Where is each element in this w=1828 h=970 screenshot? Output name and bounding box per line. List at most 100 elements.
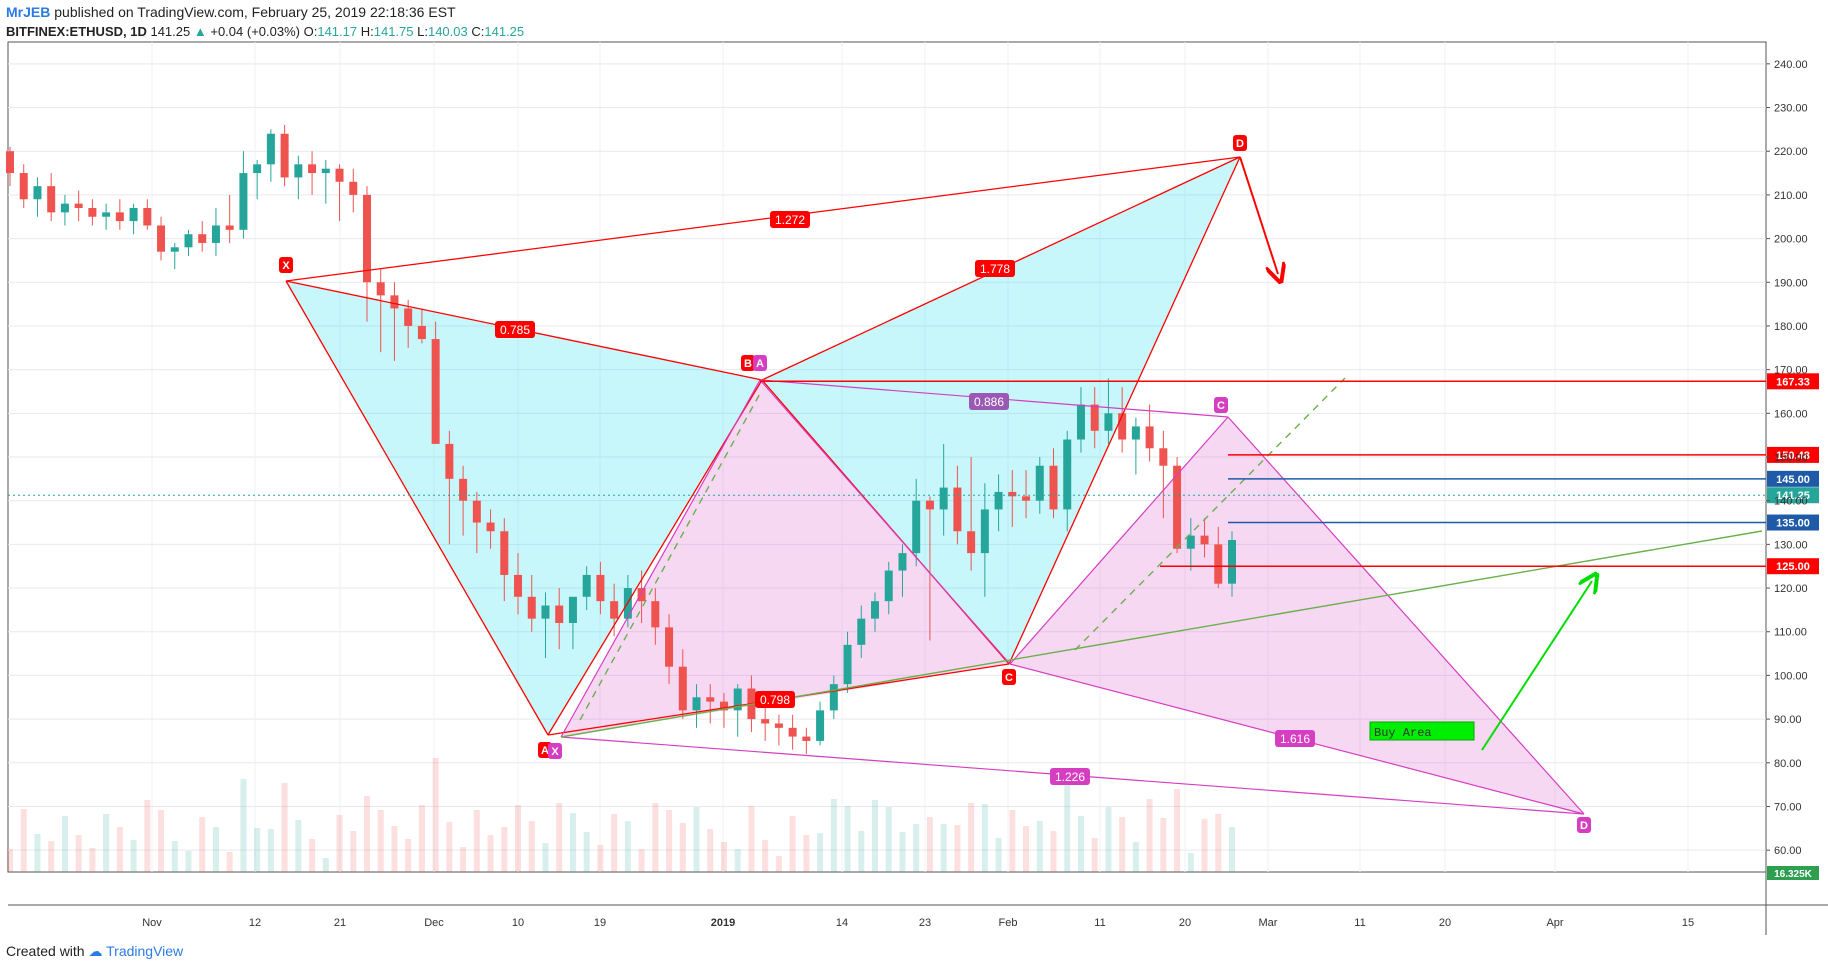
candle-body	[74, 203, 83, 208]
last-price: 141.25	[150, 24, 191, 39]
candle-body	[143, 208, 152, 226]
close-label: C:	[471, 24, 485, 39]
volume-bar	[556, 803, 563, 872]
point-label: D	[1236, 138, 1244, 150]
volume-bar	[240, 779, 247, 872]
volume-bar	[913, 824, 920, 872]
x-tick-label: 19	[594, 917, 606, 929]
candle-body	[980, 509, 989, 554]
volume-bar	[350, 831, 357, 872]
bull-pattern-leg	[1227, 416, 1585, 815]
candle-body	[1008, 491, 1017, 497]
author-name[interactable]: MrJEB	[6, 4, 51, 20]
volume-bar	[267, 829, 274, 872]
y-tick-label: 120.00	[1774, 583, 1808, 595]
y-tick-label: 240.00	[1774, 59, 1808, 71]
volume-bar	[940, 824, 947, 872]
candle-body	[733, 688, 742, 711]
price-change: +0.04 (+0.03%)	[210, 24, 300, 39]
candle-body	[1228, 540, 1236, 584]
volume-label: 16.325K	[1774, 869, 1813, 880]
volume-bar	[34, 834, 41, 872]
x-tick-label: 10	[512, 917, 524, 929]
volume-bar	[995, 838, 1002, 872]
candle-body	[184, 234, 193, 248]
volume-bar	[1187, 853, 1194, 872]
point-badge	[1002, 669, 1016, 685]
volume-bar	[322, 858, 329, 872]
volume-bar	[48, 841, 55, 872]
volume-bar	[171, 841, 178, 872]
volume-bar	[803, 835, 810, 872]
candle-body	[19, 173, 28, 200]
buy-area-label: Buy Area	[1374, 726, 1432, 740]
volume-bar	[418, 805, 425, 872]
candle-body	[102, 212, 111, 217]
ratio-badge	[495, 321, 535, 338]
y-tick-label: 60.00	[1774, 845, 1802, 857]
volume-bar	[377, 810, 384, 872]
volume-bar	[830, 799, 837, 872]
price-level-tag	[1767, 470, 1819, 487]
y-tick-label: 170.00	[1774, 365, 1808, 377]
candle-body	[568, 596, 577, 623]
candle-body	[802, 736, 811, 741]
y-tick-label: 200.00	[1774, 234, 1808, 246]
candle-body	[1118, 413, 1127, 440]
low-value: 140.03	[427, 24, 468, 39]
x-tick-label: 23	[919, 917, 931, 929]
candle-body	[637, 588, 646, 602]
volume-bar	[487, 835, 494, 872]
x-tick-label: 2019	[711, 917, 735, 929]
candle-body	[88, 208, 97, 217]
candle-body	[472, 500, 481, 523]
volume-bar	[61, 816, 68, 872]
volume-bar	[1105, 807, 1112, 872]
volume-bar	[1050, 831, 1057, 872]
ratio-badge	[969, 393, 1009, 410]
y-tick-label: 70.00	[1774, 801, 1802, 813]
bear-pattern-leg	[285, 280, 549, 736]
open-value: 141.17	[317, 24, 358, 39]
point-badge	[279, 257, 293, 273]
candle-body	[129, 208, 138, 222]
volume-bar	[1229, 827, 1235, 872]
symbol-name[interactable]: BITFINEX:ETHUSD, 1D	[6, 24, 147, 39]
volume-bar	[624, 821, 631, 872]
x-tick-label: Apr	[1546, 917, 1563, 929]
candle-body	[1200, 535, 1209, 545]
price-level-tag	[1767, 558, 1819, 575]
candle-body	[459, 478, 468, 501]
point-label: B	[744, 358, 752, 370]
point-label: X	[282, 260, 290, 272]
x-tick-label: 15	[1682, 917, 1694, 929]
volume-bar	[446, 822, 453, 872]
y-tick-label: 150.00	[1774, 452, 1808, 464]
tradingview-link[interactable]: TradingView	[106, 943, 184, 959]
point-label: A	[541, 745, 549, 757]
volume-bar	[309, 839, 316, 872]
volume-bar	[391, 826, 398, 872]
volume-bar	[693, 807, 700, 872]
tradingview-logo-icon: ☁	[88, 943, 103, 959]
point-label: C	[1217, 400, 1225, 412]
x-tick-label: 20	[1179, 917, 1191, 929]
bull-pattern-leg	[1009, 416, 1229, 665]
bull-pattern-xab-fill	[561, 380, 1010, 737]
volume-bar	[1201, 819, 1208, 872]
bull-pattern-bcd-fill	[1010, 417, 1584, 814]
ratio-label: 0.785	[500, 323, 530, 337]
y-tick-label: 210.00	[1774, 190, 1808, 202]
volume-bar	[789, 816, 796, 872]
candle-body	[253, 164, 262, 174]
volume-bar	[281, 783, 288, 872]
bear-pattern-leg	[285, 156, 1241, 282]
point-label: A	[756, 358, 764, 370]
candle-body	[335, 168, 344, 182]
candle-body	[527, 596, 536, 619]
candle-body	[610, 601, 619, 619]
point-badge	[548, 743, 562, 759]
volume-bar	[130, 840, 137, 872]
candle-body	[239, 173, 248, 230]
